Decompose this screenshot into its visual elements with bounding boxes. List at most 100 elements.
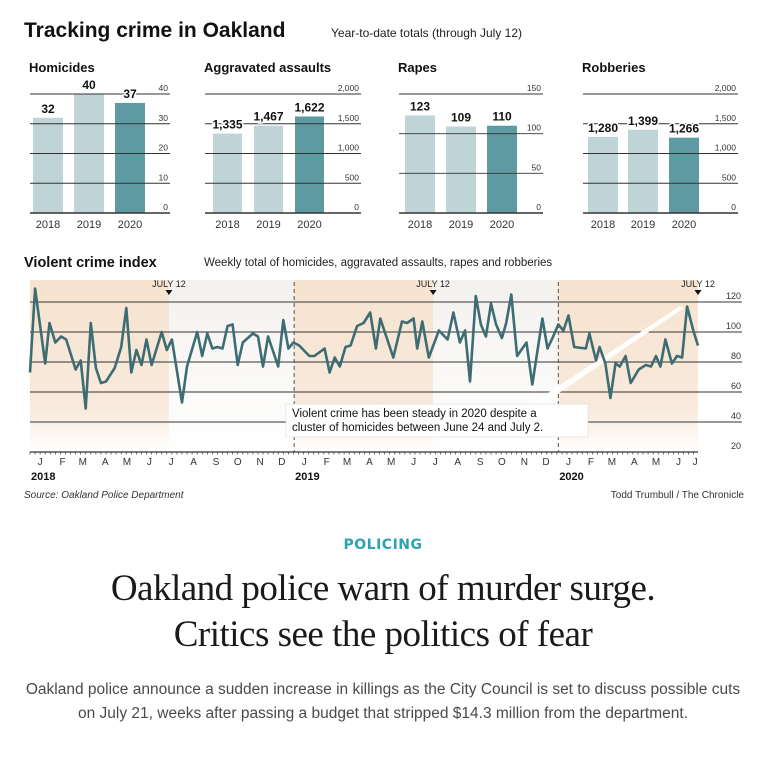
month-label: N [257,457,264,468]
month-label: S [213,457,220,468]
month-label: A [102,457,109,468]
y-tick-label: 0 [536,202,541,212]
headline: Oakland police warn of murder surge. Cri… [20,566,746,658]
data-label: 40 [82,78,96,92]
y-tick-label: 60 [731,381,741,391]
crime-infographic: Tracking crime in Oakland Year-to-date t… [24,19,745,501]
x-tick-label: 2018 [408,219,432,231]
data-label: 1,280 [588,121,618,135]
y-tick-label: 2,000 [338,83,360,93]
source-note: Source: Oakland Police Department [24,490,185,501]
y-tick-label: 0 [354,202,359,212]
y-tick-label: 0 [163,202,168,212]
y-tick-label: 1,500 [338,113,360,123]
july-12-marker-label: JULY 12 [152,279,186,289]
month-label: M [608,457,616,468]
x-tick-label: 2020 [297,219,321,231]
y-tick-label: 40 [159,83,169,93]
y-tick-label: 100 [726,321,741,331]
bar-2018 [33,117,63,213]
triangle-down-icon [429,290,437,295]
month-label: A [631,457,638,468]
bar-2018 [405,115,435,213]
y-tick-label: 1,000 [715,143,737,153]
month-label: D [542,457,549,468]
infographic-title: Tracking crime in Oakland [24,19,285,42]
x-tick-label: 2018 [591,219,615,231]
year-label: 2019 [295,471,319,483]
bar-chart-title: Rapes [398,60,437,75]
y-tick-label: 150 [527,83,541,93]
month-label: F [324,457,330,468]
bar-2018 [213,133,242,213]
triangle-down-icon [694,290,702,295]
x-tick-label: 2020 [490,219,514,231]
month-label: J [38,457,43,468]
data-label: 1,622 [294,100,324,114]
x-tick-label: 2019 [631,219,655,231]
bar-chart-aggravated-assaults: Aggravated assaults 0 500 1,000 1,500 2,000 1,… [204,60,361,231]
bar-2020 [669,137,699,213]
month-label: J [147,457,152,468]
month-label: F [588,457,594,468]
annotation-pointer [528,306,684,406]
x-tick-label: 2018 [36,219,60,231]
data-label: 37 [123,87,137,101]
july-12-marker-label: JULY 12 [416,279,450,289]
section-kicker[interactable]: POLICING [343,537,423,553]
line-chart-title: Violent crime index [24,255,157,271]
article-deck: Oakland police announce a sudden increas… [25,681,741,722]
month-label: M [652,457,660,468]
y-tick-label: 0 [731,202,736,212]
month-label: D [278,457,285,468]
y-tick-label: 40 [731,411,741,421]
bar-2020 [487,125,517,213]
y-tick-label: 80 [731,351,741,361]
x-tick-label: 2019 [77,219,101,231]
month-label: M [123,457,131,468]
credit-note: Todd Trumbull / The Chronicle [611,490,745,501]
y-tick-label: 20 [159,143,169,153]
data-label: 1,467 [253,110,283,124]
y-tick-label: 100 [527,123,541,133]
headline-line: Critics see the politics of fear [173,614,593,655]
y-tick-label: 1,000 [338,143,360,153]
month-label: N [521,457,528,468]
month-label: F [60,457,66,468]
annotation-box [285,403,589,438]
year-label: 2018 [31,471,55,483]
bar-chart-title: Aggravated assaults [204,60,331,75]
month-label: J [693,457,698,468]
y-tick-label: 30 [159,113,169,123]
y-tick-label: 10 [159,172,169,182]
y-tick-label: 2,000 [715,83,737,93]
data-label: 1,399 [628,114,658,128]
month-label: A [190,457,197,468]
month-label: O [498,457,506,468]
triangle-down-icon [165,290,173,295]
y-tick-label: 120 [726,291,741,301]
year-to-date-shading [30,280,169,452]
bar-chart-title: Robberies [582,60,646,75]
bar-chart-rapes: Rapes 0 50 100 150 123 2018 109 2019 110 2020 [398,60,543,231]
bar-chart-title: Homicides [29,60,95,75]
month-label: M [387,457,395,468]
month-label: J [433,457,438,468]
y-tick-label: 50 [532,162,542,172]
y-tick-label: 500 [722,172,736,182]
y-tick-label: 20 [731,441,741,451]
infographic-subtitle: Year-to-date totals (through July 12) [331,26,522,40]
x-tick-label: 2018 [215,219,239,231]
bar-2019 [446,126,476,213]
data-label: 110 [492,110,512,124]
bar-2018 [588,136,618,213]
bar-charts: Homicides010203040322018402019372020Aggr… [29,60,738,231]
july-12-marker-label: JULY 12 [681,279,715,289]
year-label: 2020 [559,471,583,483]
month-label: A [366,457,373,468]
x-tick-label: 2019 [449,219,473,231]
headline-line: Oakland police warn of murder surge. [110,568,656,609]
y-tick-label: 500 [345,172,359,182]
month-label: J [676,457,681,468]
data-label: 109 [451,111,471,125]
